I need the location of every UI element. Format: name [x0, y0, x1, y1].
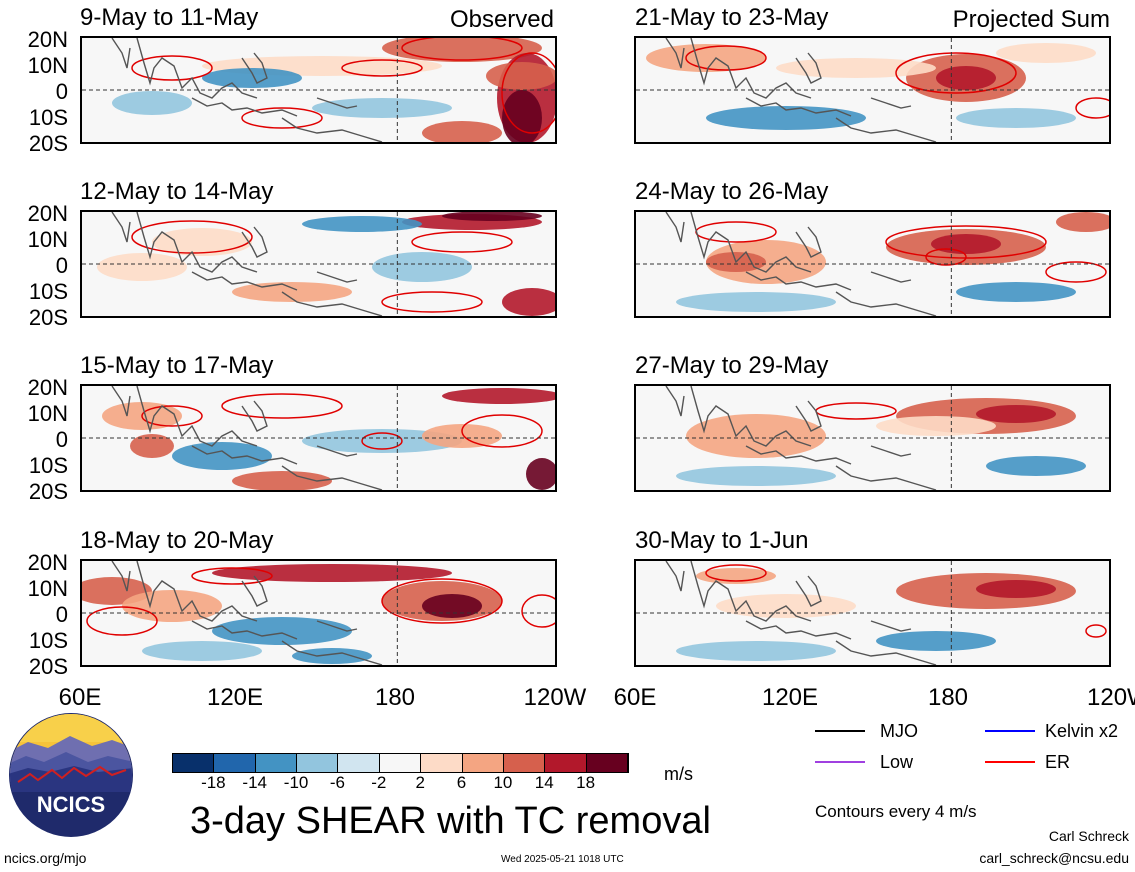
legend-label-er: ER [1045, 752, 1071, 772]
colorbar-tick-label: 6 [456, 773, 467, 792]
lat-label: 20N [27, 375, 68, 400]
panel-title-6: 24-May to 26-May [635, 178, 829, 205]
shear-map-panel [80, 210, 557, 318]
colorbar-cell [421, 754, 463, 772]
projected-tag: Projected Sum [952, 6, 1110, 33]
logo-text: NCICS [37, 792, 105, 817]
colorbar-cell [545, 754, 587, 772]
lon-label-60e-right: 60E [613, 684, 657, 711]
colorbar [172, 753, 629, 773]
lat-label: 20S [28, 479, 68, 504]
lon-label-120w-right: 120W [1087, 686, 1135, 710]
colorbar-tick-label: 10 [493, 773, 513, 792]
colorbar-cell [503, 754, 546, 772]
lat-label: 20S [28, 305, 68, 330]
panel-title-3: 15-May to 17-May [80, 352, 274, 379]
lat-label: 20S [28, 654, 68, 679]
lat-label: 10S [28, 279, 68, 304]
shear-map-panel [634, 36, 1111, 144]
colorbar-cell [255, 754, 298, 772]
colorbar-tick-label: -14 [242, 773, 267, 792]
lat-label: 10N [27, 401, 68, 426]
lat-label: 20N [27, 550, 68, 575]
lat-label: 0 [55, 427, 68, 452]
footer-author: Carl Schreck [1048, 828, 1129, 844]
main-title: 3-day SHEAR with TC removal [190, 800, 711, 842]
legend-line-low [815, 761, 865, 763]
lat-label: 10S [28, 105, 68, 130]
legend-label-kelvin: Kelvin x2 [1045, 721, 1119, 741]
colorbar-tick-label: 2 [415, 773, 425, 792]
colorbar-cell [462, 754, 504, 772]
lat-label: 0 [55, 602, 68, 627]
colorbar-tick-label: -10 [283, 773, 309, 792]
lat-label: 10N [27, 227, 68, 252]
legend-line-er [985, 761, 1035, 763]
legend-line-kelvin [985, 730, 1035, 732]
lat-label: 20S [28, 131, 68, 156]
lon-label-60e-left: 60E [58, 684, 102, 711]
colorbar-tick-label: 18 [576, 773, 596, 792]
colorbar-cell [379, 754, 422, 772]
panel-title-7: 27-May to 29-May [635, 352, 829, 379]
shear-map-panel [80, 384, 557, 492]
shear-map-panel [634, 210, 1111, 318]
lon-label-120e-left: 120E [206, 684, 264, 711]
colorbar-tick-label: 14 [534, 773, 554, 792]
footer-email: carl_schreck@ncsu.edu [979, 850, 1129, 866]
legend-label-mjo: MJO [880, 721, 918, 741]
lon-label-180-right: 180 [927, 684, 969, 711]
colorbar-tick-label: -2 [371, 773, 387, 792]
lon-label-120e-right: 120E [761, 684, 819, 711]
lat-label: 20N [27, 201, 68, 226]
footer-timestamp: Wed 2025-05-21 1018 UTC [501, 854, 624, 865]
shear-map-panel [634, 559, 1111, 667]
shear-map-panel [80, 36, 557, 144]
lat-label: 0 [55, 253, 68, 278]
legend-label-low: Low [880, 752, 914, 772]
colorbar-cell [297, 754, 339, 772]
contour-note: Contours every 4 m/s [815, 802, 977, 821]
lat-label: 20N [27, 27, 68, 52]
lat-label: 10N [27, 53, 68, 78]
lon-label-120w-left: 120W [523, 684, 587, 711]
panel-title-2: 12-May to 14-May [80, 178, 274, 205]
shear-map-panel [80, 559, 557, 667]
colorbar-cell [338, 754, 380, 772]
colorbar-units: m/s [664, 764, 693, 784]
colorbar-tick-label: -18 [201, 773, 226, 792]
ncics-logo: NCICS [8, 712, 134, 838]
panel-title-4: 18-May to 20-May [80, 527, 274, 554]
colorbar-cell [214, 754, 256, 772]
observed-tag: Observed [449, 6, 554, 33]
panel-title-8: 30-May to 1-Jun [635, 527, 809, 554]
lat-label: 10S [28, 628, 68, 653]
legend-line-mjo [815, 730, 865, 732]
lon-label-180-left: 180 [374, 684, 416, 711]
lat-label: 10N [27, 576, 68, 601]
lat-label: 10S [28, 453, 68, 478]
colorbar-tick-label: -6 [329, 773, 346, 792]
colorbar-cell [586, 754, 628, 772]
lat-label: 0 [55, 79, 68, 104]
footer-site: ncics.org/mjo [4, 850, 87, 866]
panel-title-1: 9-May to 11-May [80, 4, 259, 31]
colorbar-cell [173, 754, 215, 772]
panel-title-5: 21-May to 23-May [635, 4, 829, 31]
shear-map-panel [634, 384, 1111, 492]
